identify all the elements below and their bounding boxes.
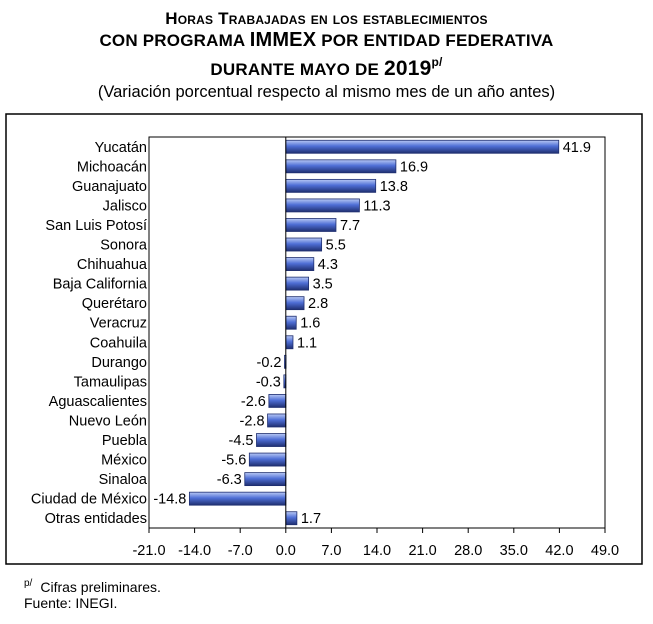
category-label: San Luis Potosí	[45, 218, 147, 234]
x-tick-label: -7.0	[228, 543, 253, 559]
title-text-3: durante mayo de	[210, 60, 384, 79]
category-label: Sinaloa	[99, 472, 148, 488]
data-label: -4.5	[228, 433, 253, 449]
data-label: 7.7	[340, 218, 360, 234]
chart-title-line-1: Horas Trabajadas en los establecimientos	[0, 8, 653, 29]
bar	[285, 139, 560, 154]
category-label: Durango	[91, 355, 147, 371]
data-label: 1.7	[301, 511, 321, 527]
x-tick-label: 49.0	[591, 543, 619, 559]
category-label: Tamaulipas	[74, 374, 147, 390]
data-label: -0.3	[256, 374, 281, 390]
category-label: Baja California	[53, 277, 148, 293]
title-text-2b: por entidad federativa	[316, 31, 554, 50]
bar	[267, 413, 287, 428]
x-tick-label: 42.0	[545, 543, 573, 559]
category-label: Sonora	[100, 238, 148, 254]
bar	[285, 296, 305, 311]
x-tick-label: 35.0	[500, 543, 528, 559]
data-label: -6.3	[217, 472, 242, 488]
data-label: 41.9	[563, 140, 591, 156]
category-label: Michoacán	[77, 159, 147, 175]
chart-title-line-3: durante mayo de 2019p/	[0, 52, 653, 80]
data-label: 5.5	[326, 238, 346, 254]
data-label: 4.3	[318, 257, 338, 273]
category-label: Nuevo León	[69, 413, 147, 429]
bar	[188, 491, 287, 506]
bar	[285, 335, 294, 350]
bar	[248, 452, 287, 467]
category-label: Puebla	[102, 433, 148, 449]
data-label: 3.5	[313, 277, 333, 293]
data-label: -14.8	[153, 492, 186, 508]
bar	[285, 178, 377, 193]
data-label: 1.1	[297, 335, 317, 351]
source-note: Fuente: INEGI.	[24, 595, 118, 611]
bar	[256, 433, 287, 447]
category-label: México	[101, 453, 147, 469]
title-text-1: Horas Trabajadas en los establecimientos	[165, 9, 488, 28]
footnote-marker: p/	[24, 578, 33, 589]
bar	[285, 218, 337, 232]
bar	[268, 394, 287, 408]
data-label: 11.3	[363, 198, 390, 214]
chart-border	[5, 113, 643, 565]
x-tick-label: 0.0	[276, 543, 296, 559]
x-tick-label: 21.0	[408, 543, 436, 559]
chart-title-line-2: con programa IMMEX por entidad federativ…	[0, 30, 653, 51]
category-label: Coahuila	[90, 335, 148, 351]
category-label: Guanajuato	[72, 179, 147, 195]
title-text-2a: con programa	[99, 31, 250, 50]
category-label: Yucatán	[95, 140, 147, 156]
plot-area	[148, 136, 606, 529]
data-label: -2.6	[241, 394, 266, 410]
title-immex: IMMEX	[249, 29, 317, 51]
footnote-preliminary: p/Cifras preliminares.	[24, 575, 161, 596]
data-label: 13.8	[380, 179, 408, 195]
x-tick-label: -21.0	[132, 543, 165, 559]
x-tick-label: 28.0	[454, 543, 482, 559]
bar	[285, 159, 397, 174]
bar	[285, 276, 309, 291]
bar	[285, 257, 315, 271]
data-label: 16.9	[400, 159, 428, 175]
footnote-text: Cifras preliminares.	[40, 579, 161, 595]
data-label: -5.6	[221, 453, 246, 469]
category-label: Aguascalientes	[49, 394, 147, 410]
data-label: -0.2	[256, 355, 281, 371]
data-label: -2.8	[240, 413, 265, 429]
category-label: Querétaro	[82, 296, 147, 312]
bar	[285, 511, 298, 526]
title-year: 2019	[383, 57, 432, 80]
x-tick-label: -14.0	[178, 543, 211, 559]
x-tick-label: 14.0	[363, 543, 391, 559]
data-label: 2.8	[308, 296, 328, 312]
bar	[285, 198, 360, 213]
category-label: Ciudad de México	[31, 492, 147, 508]
title-preliminary-mark: p/	[431, 55, 443, 69]
category-label: Veracruz	[90, 316, 147, 332]
bar	[285, 237, 323, 252]
bar	[244, 472, 287, 487]
data-label: 1.6	[300, 316, 320, 332]
category-label: Chihuahua	[77, 257, 148, 273]
bar	[285, 315, 297, 330]
chart-subtitle: (Variación porcentual respecto al mismo …	[97, 83, 556, 101]
x-tick-label: 7.0	[321, 543, 341, 559]
category-label: Otras entidades	[45, 511, 147, 527]
category-label: Jalisco	[103, 198, 147, 214]
